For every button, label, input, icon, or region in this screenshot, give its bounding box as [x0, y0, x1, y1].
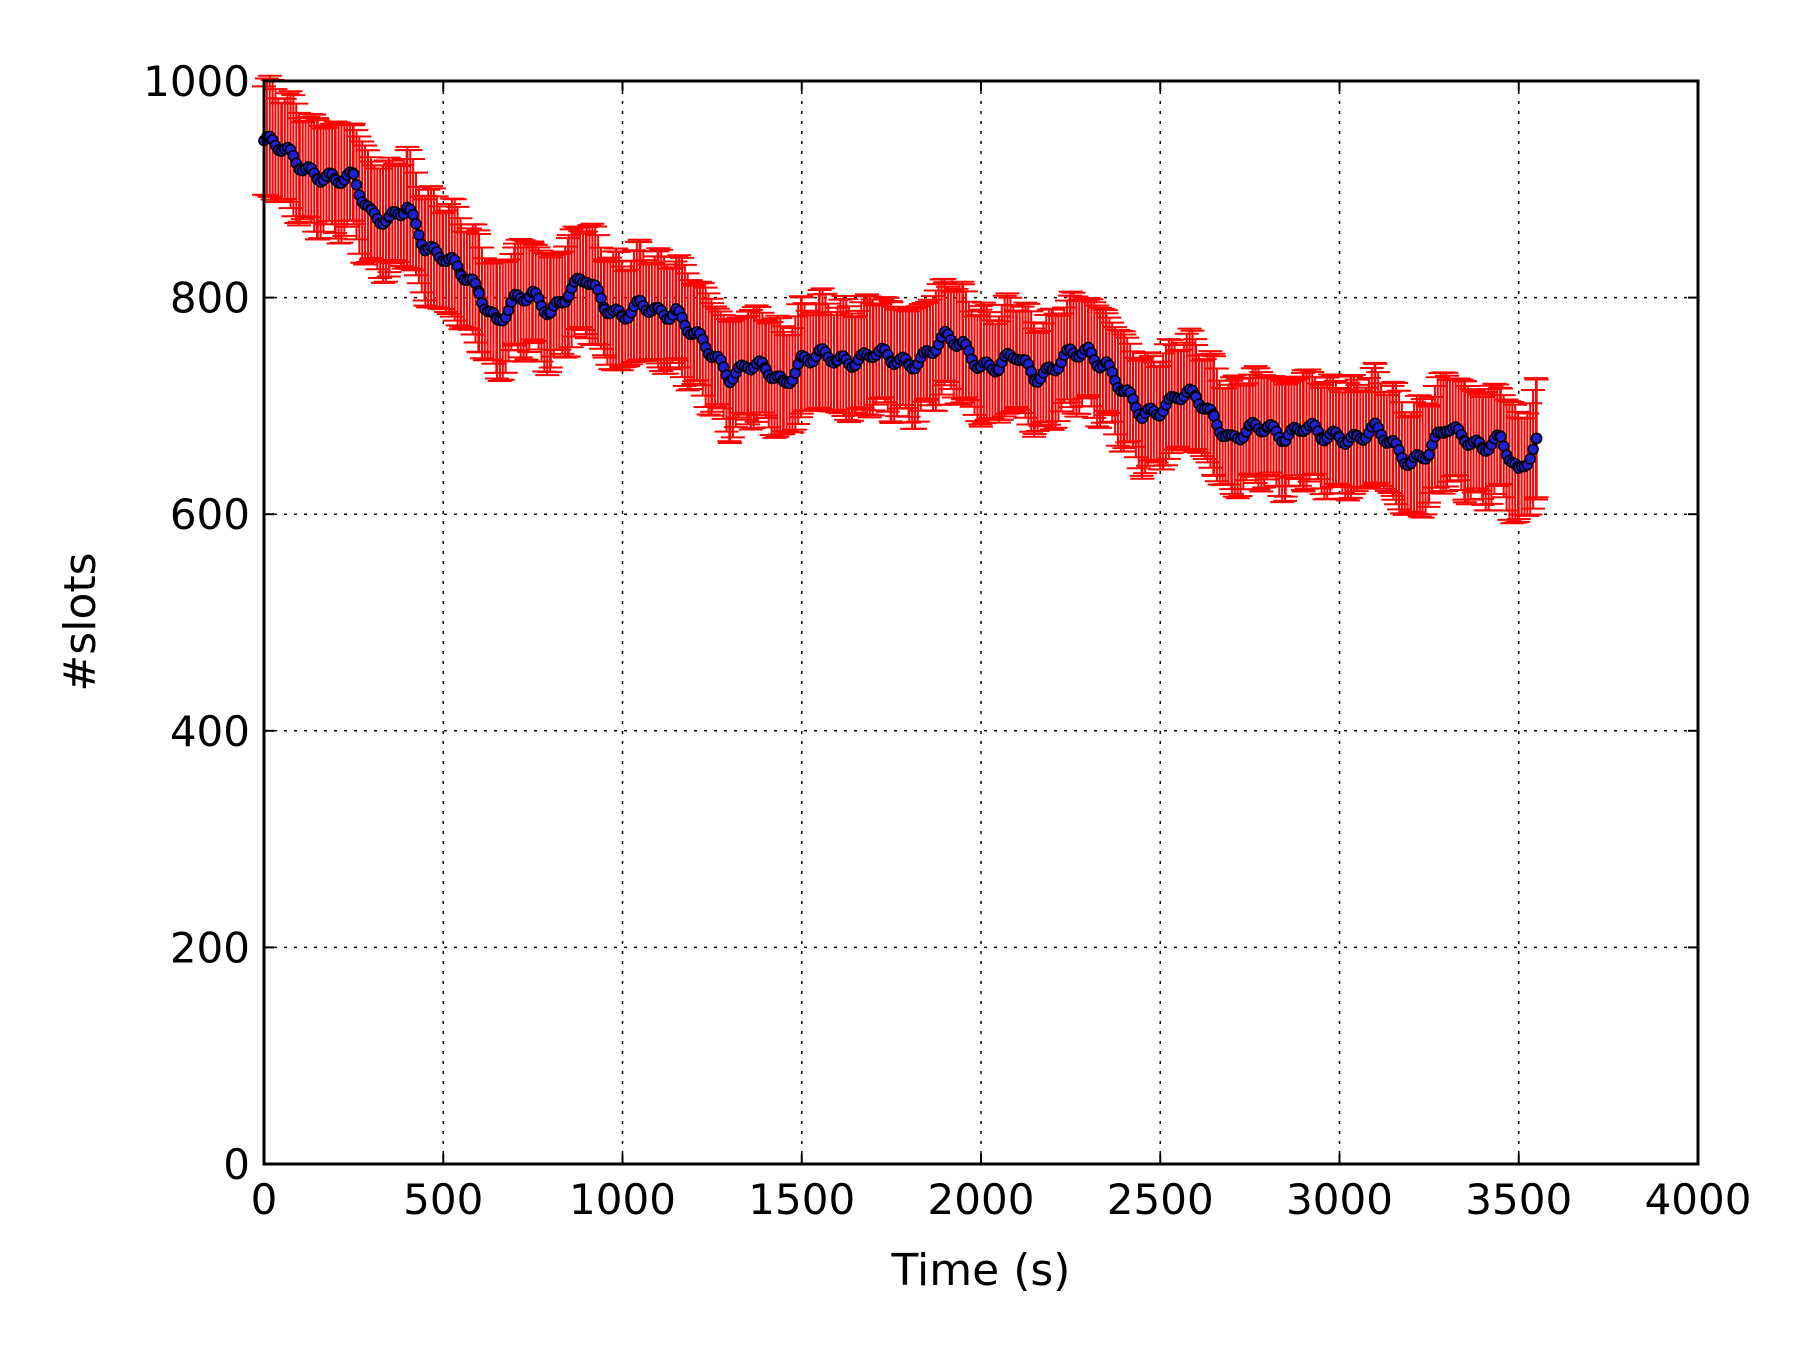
data-point [413, 229, 425, 241]
data-point [1423, 448, 1435, 461]
y-tick-label: 800 [170, 274, 250, 323]
x-tick-label: 1000 [569, 1175, 676, 1224]
y-tick-labels: 0 200 400 600 800 1000 [143, 57, 250, 1189]
y-tick-label: 200 [170, 923, 250, 972]
y-axis-label: #slots [55, 552, 106, 691]
x-tick-label: 3500 [1465, 1175, 1572, 1224]
x-tick-labels: 0 500 1000 1500 2000 2500 3000 3500 4000 [251, 1175, 1752, 1224]
x-tick-label: 500 [403, 1175, 483, 1224]
error-bars [252, 74, 1549, 525]
y-tick-label: 0 [223, 1140, 250, 1189]
x-tick-label: 2500 [1107, 1175, 1214, 1224]
data-point [410, 218, 422, 230]
x-tick-label: 0 [251, 1175, 278, 1224]
data-point [473, 287, 485, 300]
x-tick-label: 2000 [928, 1175, 1035, 1224]
data-point [347, 168, 360, 180]
x-axis-label: Time (s) [891, 1245, 1071, 1296]
data-point [1530, 432, 1543, 445]
data-point [350, 178, 363, 191]
y-tick-label: 600 [170, 490, 250, 539]
x-tick-label: 3000 [1286, 1175, 1393, 1224]
x-tick-label: 4000 [1645, 1175, 1752, 1224]
data-point [1524, 453, 1537, 465]
y-tick-label: 1000 [143, 57, 250, 106]
data-points [258, 130, 1543, 475]
x-tick-label: 1500 [748, 1175, 855, 1224]
y-tick-label: 400 [170, 707, 250, 756]
ticks [263, 80, 1699, 1165]
data-point [1527, 443, 1539, 456]
data-point [1495, 430, 1507, 443]
